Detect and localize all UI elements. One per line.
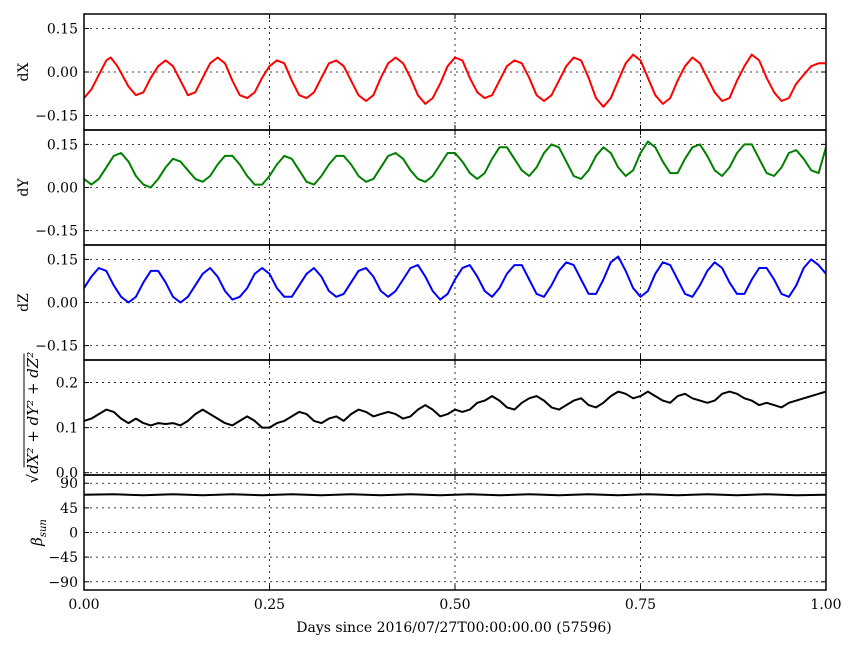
axes-frame-beta (83, 474, 827, 591)
xtick-label-0: 0.00 (68, 597, 99, 613)
ylabel-dy: dY (16, 178, 32, 197)
ytick-label-dz-2: −0.15 (35, 339, 78, 355)
ylabel-beta: βsun (28, 519, 49, 547)
ylabel-dz: dZ (16, 293, 32, 312)
ylabel-magnitude: √dX² + dY² + dZ² (23, 352, 42, 484)
panel-dx: 0.15 0.00 −0.15 dX (16, 13, 827, 131)
xtick-label-3: 0.75 (625, 597, 656, 613)
x-axis-label: Days since 2016/07/27T00:00:00.00 (57596… (296, 620, 611, 636)
series-line-beta (84, 493, 826, 497)
ytick-label-dz-0: 0.15 (47, 252, 78, 268)
ytick-label-magnitude-0: 0.2 (56, 376, 78, 392)
panel-beta: 90 45 0 −45 −90 βsun (28, 474, 827, 591)
svg-text:√dX² + dY² + dZ²: √dX² + dY² + dZ² (24, 352, 42, 484)
series-line-dy (84, 140, 826, 189)
ytick-label-dy-2: −0.15 (35, 224, 78, 240)
panel-dz: 0.15 0.00 −0.15 dZ (16, 244, 827, 361)
ytick-label-beta-1: 45 (60, 501, 78, 517)
panel-magnitude: 0.2 0.1 0.0 √dX² + dY² + dZ² (23, 352, 827, 484)
ytick-label-magnitude-2: 0.0 (56, 466, 78, 482)
ytick-label-dy-1: 0.00 (47, 181, 78, 197)
panel-dy: 0.15 0.00 −0.15 dY (16, 129, 827, 246)
series-line-magnitude (84, 390, 826, 429)
xtick-label-4: 1.00 (810, 597, 841, 613)
series-line-dz (84, 255, 826, 304)
ytick-label-beta-4: −90 (48, 575, 78, 591)
xtick-label-2: 0.50 (439, 597, 470, 613)
ytick-label-dy-0: 0.15 (47, 137, 78, 153)
xtick-label-1: 0.25 (254, 597, 285, 613)
ytick-label-dx-1: 0.00 (47, 65, 78, 81)
ytick-label-beta-3: −45 (48, 550, 78, 566)
ytick-label-dx-0: 0.15 (47, 22, 78, 38)
ytick-label-dx-2: −0.15 (35, 109, 78, 125)
ytick-label-beta-2: 0 (69, 526, 78, 542)
series-line-dx (84, 53, 826, 108)
panels: 0.150.00−0.15dX0.150.00−0.15dY0.150.00−0… (16, 13, 842, 613)
ylabel-dx: dX (16, 63, 32, 82)
ytick-label-beta-0: 90 (60, 476, 78, 492)
ytick-label-dz-1: 0.00 (47, 296, 78, 312)
ytick-label-magnitude-1: 0.1 (56, 421, 78, 437)
